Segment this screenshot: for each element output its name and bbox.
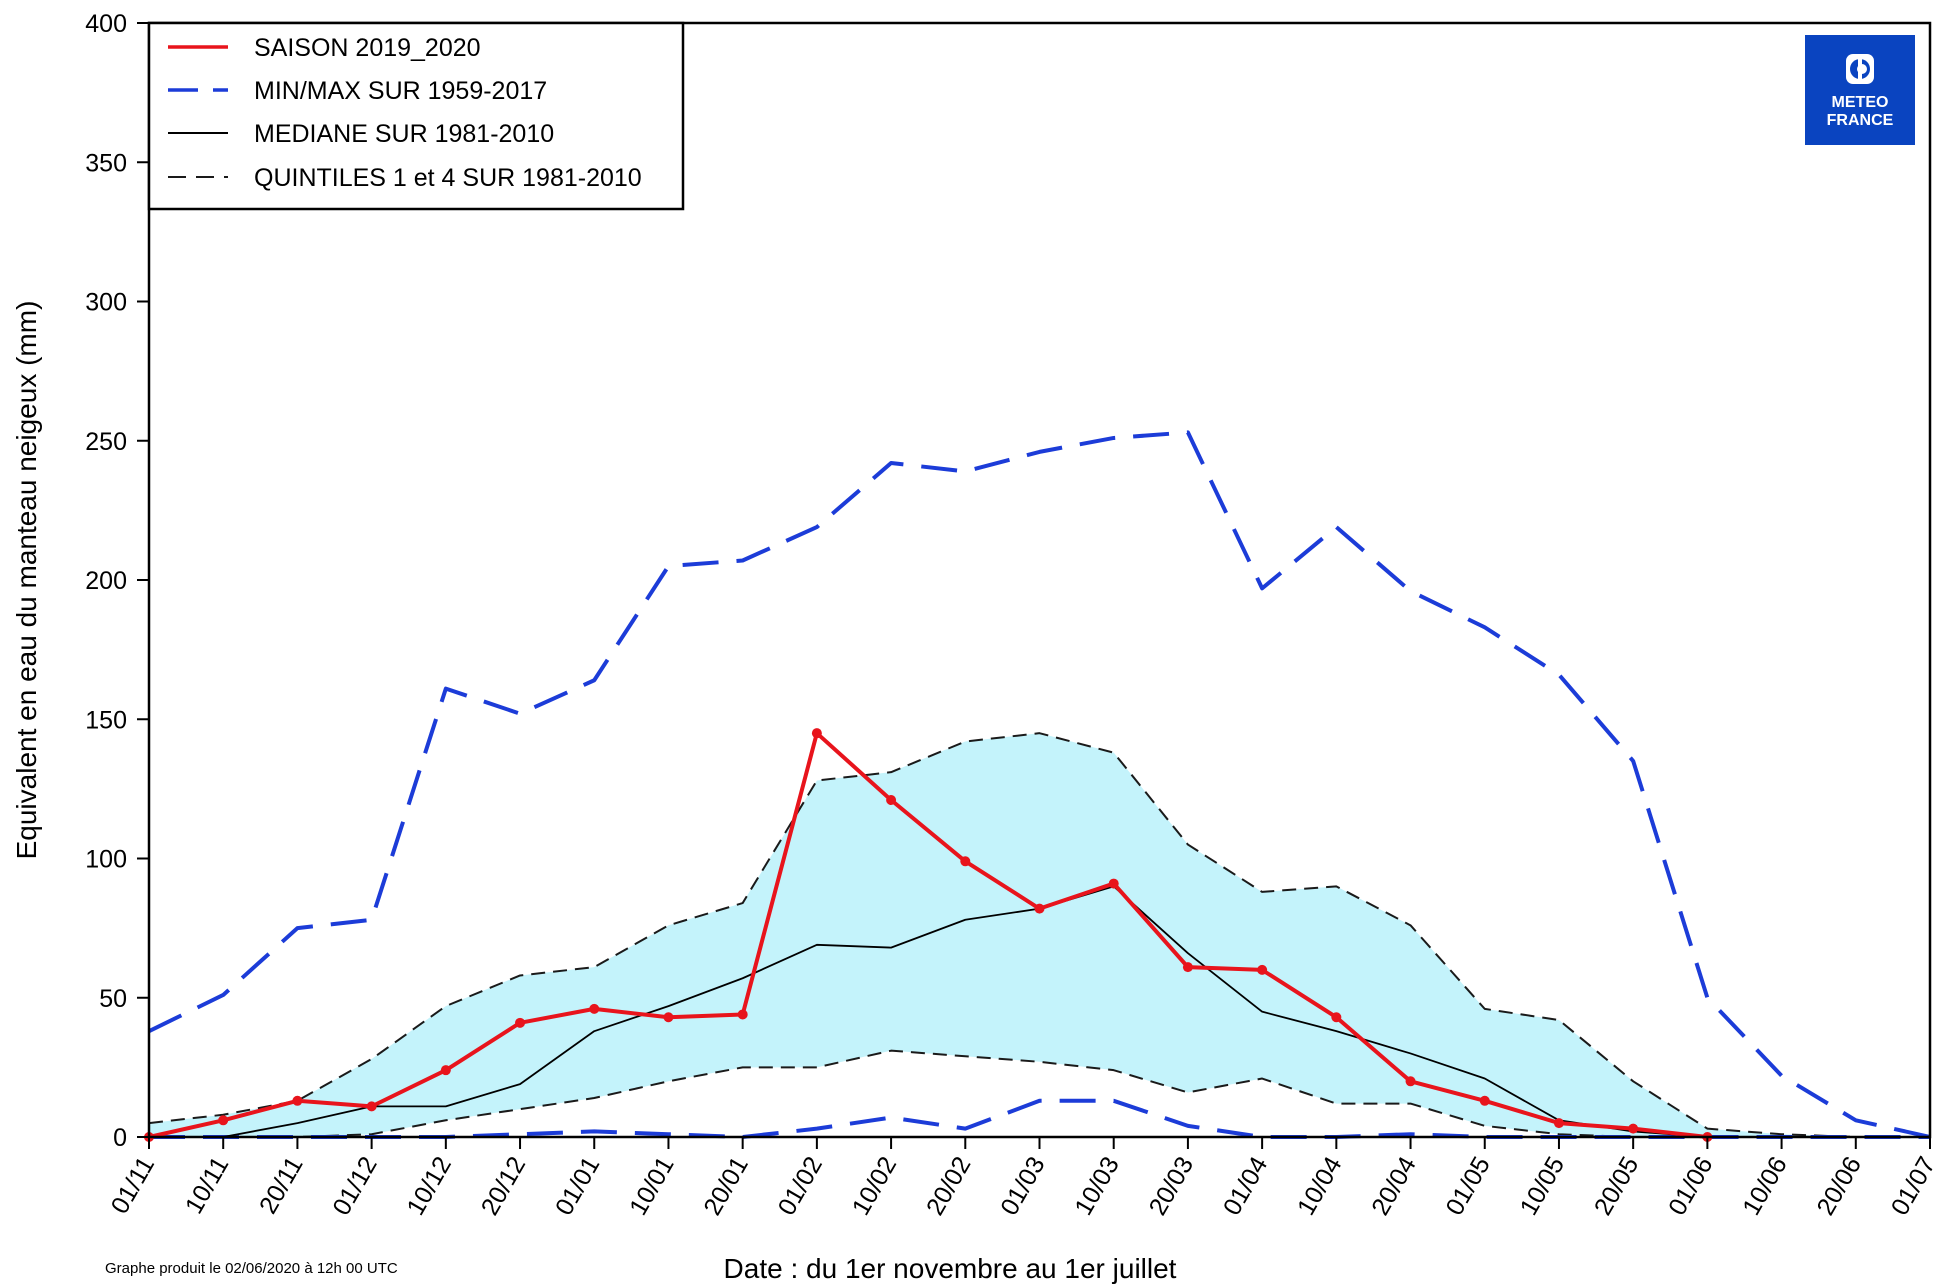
legend-box (147, 21, 685, 211)
y-tick-label: 0 (113, 1124, 127, 1152)
x-tick-label: 10/06 (1737, 1152, 1793, 1220)
quintile-band (149, 733, 1930, 1137)
saison-point (589, 1003, 600, 1014)
saison-point (1182, 962, 1193, 973)
meteo-france-logo: METEO FRANCE (1805, 35, 1915, 145)
x-axis-title: Date : du 1er novembre au 1er juillet (724, 1253, 1177, 1284)
x-tick-label: 10/11 (180, 1152, 235, 1219)
saison-point (1405, 1076, 1416, 1087)
saison-point (1628, 1123, 1639, 1134)
saison-point (663, 1012, 674, 1023)
x-tick-label: 01/05 (1440, 1152, 1496, 1220)
saison-point (1257, 964, 1268, 975)
y-tick-label: 400 (85, 10, 127, 38)
logo-text-line2: FRANCE (1827, 112, 1894, 129)
x-tick-label: 10/01 (624, 1152, 680, 1220)
legend-label-mediane: MEDIANE SUR 1981-2010 (254, 120, 554, 148)
x-tick-label: 10/05 (1515, 1152, 1571, 1220)
x-tick-label: 20/11 (254, 1152, 309, 1219)
y-tick-label: 250 (85, 428, 127, 456)
y-tick-label: 100 (85, 846, 127, 874)
footnote: Graphe produit le 02/06/2020 à 12h 00 UT… (105, 1260, 398, 1277)
saison-point (960, 856, 971, 867)
x-tick-label: 20/03 (1144, 1152, 1200, 1220)
x-tick-label: 01/07 (1886, 1152, 1942, 1220)
series-line-saison (148, 731, 1708, 1139)
y-axis: 0 50 100 150 200 250 300 350 400 (85, 10, 149, 1152)
saison-point (218, 1115, 229, 1126)
saison-point (366, 1101, 377, 1112)
legend-label-quintiles: QUINTILES 1 et 4 SUR 1981-2010 (254, 164, 642, 192)
saison-point (1479, 1095, 1490, 1106)
saison-point (1331, 1012, 1342, 1023)
saison-point (811, 728, 822, 739)
series-line-max (148, 430, 1931, 1139)
y-tick-label: 200 (85, 567, 127, 595)
saison-point (1034, 903, 1045, 914)
x-tick-label: 01/02 (773, 1152, 829, 1220)
x-tick-label: 20/02 (921, 1152, 977, 1220)
saison-point (737, 1009, 748, 1020)
x-tick-label: 10/03 (1069, 1152, 1125, 1220)
saison-point (1553, 1118, 1564, 1129)
x-tick-label: 20/01 (698, 1152, 754, 1220)
legend-label-minmax: MIN/MAX SUR 1959-2017 (254, 77, 547, 105)
quintile-band-layer (149, 733, 1930, 1137)
x-tick-label: 01/01 (550, 1152, 606, 1220)
x-axis: 01/11 10/11 20/11 01/12 10/12 20/12 01/01 10/01… (106, 1137, 1942, 1220)
x-tick-label: 10/12 (401, 1152, 457, 1220)
logo-text-line1: METEO (1832, 94, 1889, 111)
legend: SAISON 2019_2020 MIN/MAX SUR 1959-2017 M… (147, 21, 685, 211)
x-tick-label: 01/04 (1218, 1152, 1274, 1220)
logo-emblem-icon (1846, 54, 1874, 84)
saison-point (440, 1065, 451, 1076)
x-tick-label: 20/05 (1589, 1152, 1645, 1220)
y-tick-label: 150 (85, 706, 127, 734)
saison-point (292, 1095, 303, 1106)
y-tick-label: 50 (99, 985, 127, 1013)
saison-point (1108, 878, 1119, 889)
saison-point (886, 795, 897, 806)
x-tick-label: 20/06 (1811, 1152, 1867, 1220)
logo-background (1805, 35, 1915, 145)
x-tick-label: 01/06 (1663, 1152, 1719, 1220)
x-tick-label: 20/04 (1366, 1152, 1422, 1220)
legend-label-saison: SAISON 2019_2020 (254, 34, 481, 62)
x-tick-label: 01/03 (995, 1152, 1051, 1220)
x-tick-label: 01/12 (327, 1152, 383, 1220)
y-tick-label: 350 (85, 149, 127, 177)
x-tick-label: 10/02 (847, 1152, 903, 1220)
y-axis-title: Equivalent en eau du manteau neigeux (mm… (11, 301, 42, 860)
x-tick-label: 01/11 (106, 1152, 161, 1219)
series-line-q4 (148, 732, 1930, 1138)
x-tick-label: 10/04 (1292, 1152, 1348, 1220)
saison-point (515, 1017, 526, 1028)
x-tick-label: 20/12 (476, 1152, 532, 1220)
y-tick-label: 300 (85, 289, 127, 317)
